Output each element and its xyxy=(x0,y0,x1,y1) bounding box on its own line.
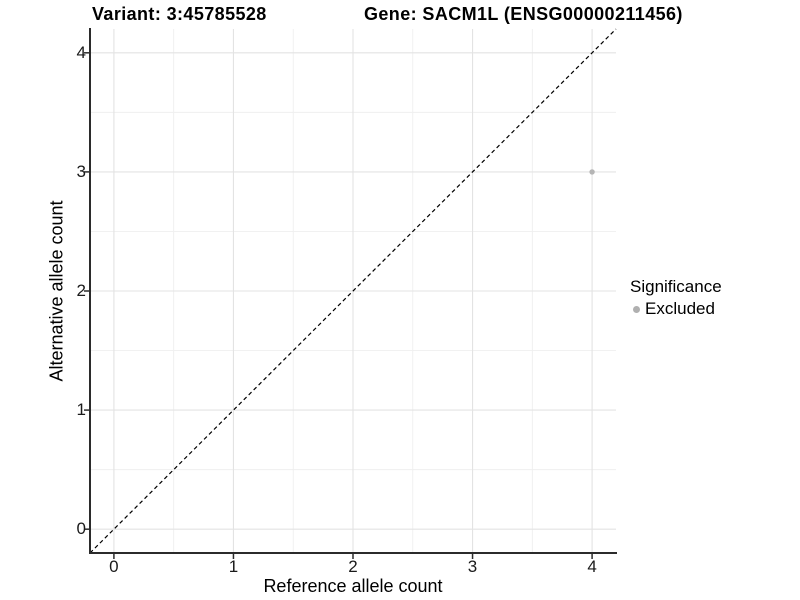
data-point xyxy=(589,169,595,175)
y-tick-label: 2 xyxy=(76,281,86,300)
plot-title-gene: Gene: SACM1L (ENSG00000211456) xyxy=(364,4,683,24)
plot-title-variant: Variant: 3:45785528 xyxy=(92,4,267,24)
y-tick-label: 1 xyxy=(76,400,86,420)
legend: Significance Excluded xyxy=(630,277,722,318)
legend-entry-label: Excluded xyxy=(645,299,715,318)
identity-dashed-line xyxy=(89,28,617,554)
x-axis-title: Reference allele count xyxy=(263,576,443,596)
y-tick-label: 0 xyxy=(76,519,86,539)
x-tick-label: 1 xyxy=(228,557,239,576)
y-axis-title: Alternative allele count xyxy=(46,200,67,382)
x-tick-label: 0 xyxy=(109,557,119,576)
x-tick-label: 2 xyxy=(348,557,358,576)
x-tick-label: 3 xyxy=(467,557,478,576)
y-tick-label: 3 xyxy=(76,161,86,181)
legend-entry-excluded: Excluded xyxy=(630,300,722,318)
legend-title: Significance xyxy=(630,277,722,296)
y-tick-label: 4 xyxy=(76,42,86,62)
legend-point-icon xyxy=(633,305,640,313)
x-tick-label: 4 xyxy=(587,557,597,576)
plot-canvas xyxy=(84,28,617,559)
plot-panel xyxy=(84,28,617,559)
